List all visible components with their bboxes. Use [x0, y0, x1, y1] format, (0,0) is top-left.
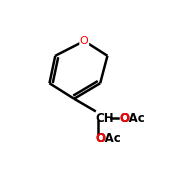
Text: O: O [96, 132, 106, 145]
Text: CH: CH [96, 112, 114, 125]
Text: OAc: OAc [96, 132, 122, 145]
Text: O: O [80, 36, 89, 46]
Text: O: O [119, 112, 129, 125]
Text: OAc: OAc [119, 112, 145, 125]
